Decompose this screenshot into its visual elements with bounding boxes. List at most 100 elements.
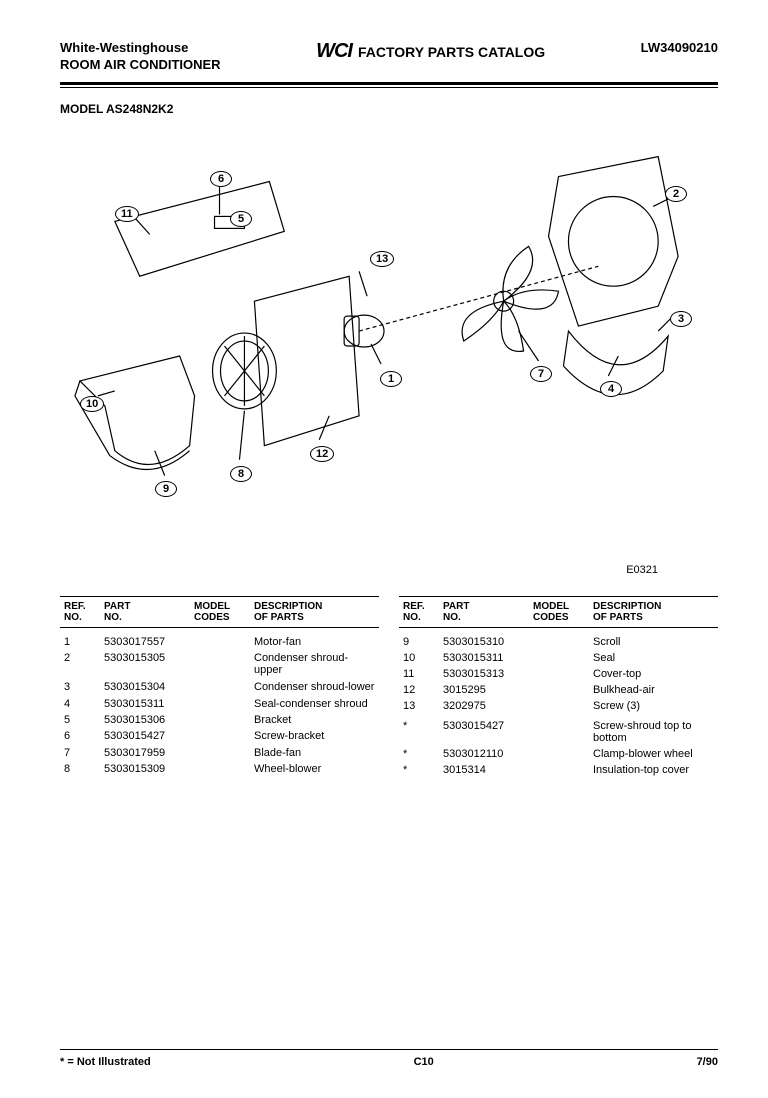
- cell-desc: Seal: [589, 650, 718, 666]
- callout-bubble: 9: [155, 481, 177, 497]
- callout-7: 7: [530, 366, 552, 382]
- callout-4: 4: [600, 381, 622, 397]
- parts-table-left: REF.NO. PARTNO. MODELCODES DESCRIPTIONOF…: [60, 596, 379, 778]
- callout-bubble: 12: [310, 446, 334, 462]
- table-row: 115303015313Cover-top: [399, 666, 718, 682]
- col-model: MODELCODES: [190, 596, 250, 627]
- cell-desc: Seal-condenser shroud: [250, 696, 379, 712]
- callout-5: 5: [230, 211, 252, 227]
- table-row: 133202975 Screw (3): [399, 698, 718, 714]
- cell-ref: 9: [399, 627, 439, 650]
- cell-ref: 7: [60, 745, 100, 761]
- callout-13: 13: [370, 251, 394, 267]
- table-row: 75303017959 Blade-fan: [60, 745, 379, 761]
- table-row: 105303015311 Seal: [399, 650, 718, 666]
- diagram-code: E0321: [626, 564, 658, 576]
- cell-desc: Screw-bracket: [250, 728, 379, 744]
- table-row: *3015314Insulation-top cover: [399, 762, 718, 778]
- table-row: 95303015310 Scroll: [399, 627, 718, 650]
- cell-part: 3015295: [439, 682, 529, 698]
- cell-part: 3015314: [439, 762, 529, 778]
- cell-part: 5303012110: [439, 746, 529, 762]
- cell-desc: Condenser shroud-lower: [250, 679, 379, 695]
- callout-10: 10: [80, 396, 104, 412]
- table-row: 55303015306Bracket: [60, 712, 379, 728]
- cell-desc: Motor-fan: [250, 627, 379, 650]
- cell-model: [529, 627, 589, 650]
- brand-block: White-Westinghouse ROOM AIR CONDITIONER: [60, 40, 221, 74]
- callout-6: 6: [210, 171, 232, 187]
- cell-ref: 2: [60, 650, 100, 679]
- cell-desc: Scroll: [589, 627, 718, 650]
- table-row: 65303015427 Screw-bracket: [60, 728, 379, 744]
- callout-bubble: 2: [665, 186, 687, 202]
- table-row: 25303015305Condenser shroud-upper: [60, 650, 379, 679]
- cell-desc: Screw (3): [589, 698, 718, 714]
- cell-model: [190, 627, 250, 650]
- cell-part: 5303017557: [100, 627, 190, 650]
- callout-2: 2: [665, 186, 687, 202]
- header-rule-thick: [60, 82, 718, 85]
- cell-ref: 12: [399, 682, 439, 698]
- col-part: PARTNO.: [439, 596, 529, 627]
- cell-model: [529, 682, 589, 698]
- cell-desc: Wheel-blower: [250, 761, 379, 778]
- table-row: 45303015311Seal-condenser shroud: [60, 696, 379, 712]
- table-row: *5303012110Clamp-blower wheel: [399, 746, 718, 762]
- callout-bubble: 7: [530, 366, 552, 382]
- cell-ref: *: [399, 718, 439, 746]
- cell-part: 5303015311: [439, 650, 529, 666]
- footer-page: C10: [414, 1056, 434, 1068]
- cell-model: [190, 728, 250, 744]
- callout-9: 9: [155, 481, 177, 497]
- cell-ref: 6: [60, 728, 100, 744]
- cell-ref: 3: [60, 679, 100, 695]
- cell-ref: 11: [399, 666, 439, 682]
- callout-bubble: 10: [80, 396, 104, 412]
- footer-note: * = Not Illustrated: [60, 1056, 151, 1068]
- callout-bubble: 8: [230, 466, 252, 482]
- cell-part: 5303015310: [439, 627, 529, 650]
- cell-part: 5303017959: [100, 745, 190, 761]
- cell-part: 5303015305: [100, 650, 190, 679]
- cell-model: [190, 761, 250, 778]
- cell-part: 3202975: [439, 698, 529, 714]
- cell-model: [190, 679, 250, 695]
- col-part: PARTNO.: [100, 596, 190, 627]
- cell-desc: Bulkhead-air: [589, 682, 718, 698]
- cell-ref: 10: [399, 650, 439, 666]
- callout-bubble: 11: [115, 206, 139, 222]
- cell-model: [190, 745, 250, 761]
- cell-desc: Bracket: [250, 712, 379, 728]
- callout-12: 12: [310, 446, 334, 462]
- cell-ref: *: [399, 762, 439, 778]
- cell-ref: 1: [60, 627, 100, 650]
- cell-model: [529, 650, 589, 666]
- catalog-title-block: WCI FACTORY PARTS CATALOG: [316, 40, 545, 63]
- cell-part: 5303015427: [100, 728, 190, 744]
- cell-part: 5303015313: [439, 666, 529, 682]
- cell-model: [529, 698, 589, 714]
- table-row: 35303015304Condenser shroud-lower: [60, 679, 379, 695]
- product-line: ROOM AIR CONDITIONER: [60, 57, 221, 74]
- cell-ref: 13: [399, 698, 439, 714]
- cell-model: [529, 746, 589, 762]
- header-rule-thin: [60, 87, 718, 88]
- cell-desc: Screw-shroud top to bottom: [589, 718, 718, 746]
- col-ref: REF.NO.: [399, 596, 439, 627]
- brand-name: White-Westinghouse: [60, 40, 221, 57]
- wci-logo: WCI: [316, 40, 352, 63]
- cell-desc: Blade-fan: [250, 745, 379, 761]
- callout-bubble: 4: [600, 381, 622, 397]
- cell-model: [529, 666, 589, 682]
- cell-part: 5303015309: [100, 761, 190, 778]
- cell-part: 5303015306: [100, 712, 190, 728]
- col-desc: DESCRIPTIONOF PARTS: [250, 596, 379, 627]
- cell-ref: 4: [60, 696, 100, 712]
- cell-model: [190, 650, 250, 679]
- cell-part: 5303015427: [439, 718, 529, 746]
- callout-bubble: 13: [370, 251, 394, 267]
- callout-bubble: 3: [670, 311, 692, 327]
- exploded-diagram: E0321 11 6 5 13 2 3 7 4 1 12 8 10 9: [60, 136, 718, 576]
- callout-bubble: 1: [380, 371, 402, 387]
